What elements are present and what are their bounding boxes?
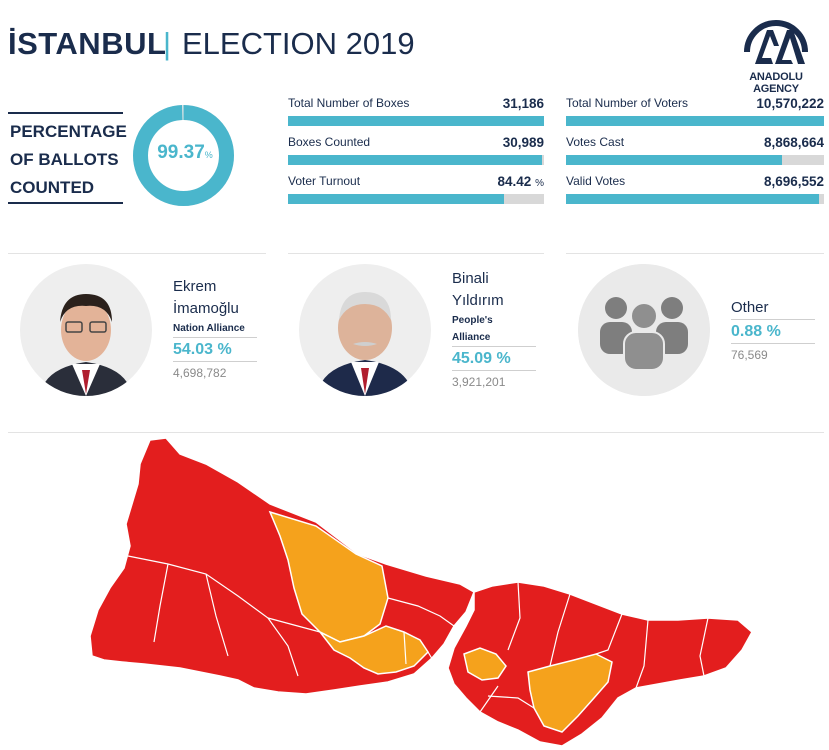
candidate-percent: 45.09 %: [452, 350, 511, 367]
stat-label: Valid Votes: [566, 174, 626, 188]
map-region-orange: [319, 625, 429, 675]
ballots-counted-donut: [133, 105, 234, 206]
candidate-alliance: People's Alliance: [452, 315, 493, 343]
stat-progress-bar: [566, 116, 824, 126]
stat-progress-fill: [288, 194, 505, 204]
stat-label: Voter Turnout: [288, 174, 361, 188]
candidate-name: Other: [731, 299, 769, 316]
ballots-counted-label: PERCENTAGE OF BALLOTS COUNTED: [10, 122, 127, 197]
stat-value: 10,570,222: [756, 96, 824, 111]
stat-value: 31,186: [502, 96, 544, 111]
ballots-counted-donut-arc: [133, 105, 234, 206]
candidate-alliance: Nation Alliance: [173, 323, 245, 334]
page-title-event: ELECTION 2019: [182, 26, 415, 61]
divider: [8, 432, 824, 433]
divider: [8, 253, 266, 254]
ballots-counted-label-box: PERCENTAGE OF BALLOTS COUNTED: [8, 112, 127, 204]
candidate-yildirim-info: Binali Yıldırım People's Alliance 45.09 …: [452, 268, 536, 389]
candidate-photo-imamoglu: [20, 264, 152, 396]
candidate-percent: 54.03 %: [173, 341, 232, 358]
anadolu-agency-logo: ANADOLU AGENCY: [728, 12, 824, 95]
stat-value: 8,696,552: [763, 174, 824, 189]
people-group-icon: [578, 264, 710, 396]
istanbul-district-results-map: [89, 437, 753, 747]
map-region-orange: [463, 647, 507, 681]
stat-progress-bar: [566, 194, 824, 204]
stat-value: 8,868,664: [763, 135, 824, 150]
candidate-percent: 0.88 %: [731, 323, 781, 340]
divider: [288, 253, 544, 254]
stat-progress-fill: [288, 116, 544, 126]
stat-progress-fill: [566, 194, 819, 204]
candidate-name: Binali Yıldırım: [452, 270, 504, 309]
anadolu-agency-logo-icon: [744, 20, 808, 64]
stat-progress-fill: [566, 155, 783, 165]
candidate-photo-yildirim: [299, 264, 431, 396]
divider: [452, 346, 536, 347]
divider: [173, 361, 257, 362]
candidate-other-info: Other 0.88 % 76,569: [731, 297, 815, 362]
divider: [731, 343, 815, 344]
stat-value: 84.42 %: [497, 174, 544, 189]
candidate-name: Ekrem İmamoğlu: [173, 278, 239, 317]
title-separator: |: [163, 26, 172, 61]
stat-value: 30,989: [502, 135, 544, 150]
stat-progress-bar: [288, 155, 544, 165]
candidate-votes: 4,698,782: [173, 366, 227, 380]
stat-progress-fill: [288, 155, 543, 165]
stat-progress-fill: [566, 116, 824, 126]
stat-progress-bar: [288, 194, 544, 204]
divider: [452, 370, 536, 371]
candidate-votes: 3,921,201: [452, 375, 506, 389]
stat-label: Total Number of Boxes: [288, 96, 410, 110]
stat-progress-bar: [288, 116, 544, 126]
stat-progress-bar: [566, 155, 824, 165]
ballots-counted-percent: 99.37%: [157, 142, 213, 163]
candidate-imamoglu-info: Ekrem İmamoğlu Nation Alliance 54.03 % 4…: [173, 276, 257, 380]
divider: [173, 337, 257, 338]
stat-label: Votes Cast: [566, 135, 625, 149]
logo-text: ANADOLU AGENCY: [749, 71, 803, 95]
divider: [566, 253, 824, 254]
stat-label: Boxes Counted: [288, 135, 371, 149]
stat-label: Total Number of Voters: [566, 96, 689, 110]
page-title-city: İSTANBUL: [8, 26, 167, 61]
map-district-boundaries: [127, 555, 709, 713]
candidate-votes: 76,569: [731, 348, 768, 362]
divider: [731, 319, 815, 320]
